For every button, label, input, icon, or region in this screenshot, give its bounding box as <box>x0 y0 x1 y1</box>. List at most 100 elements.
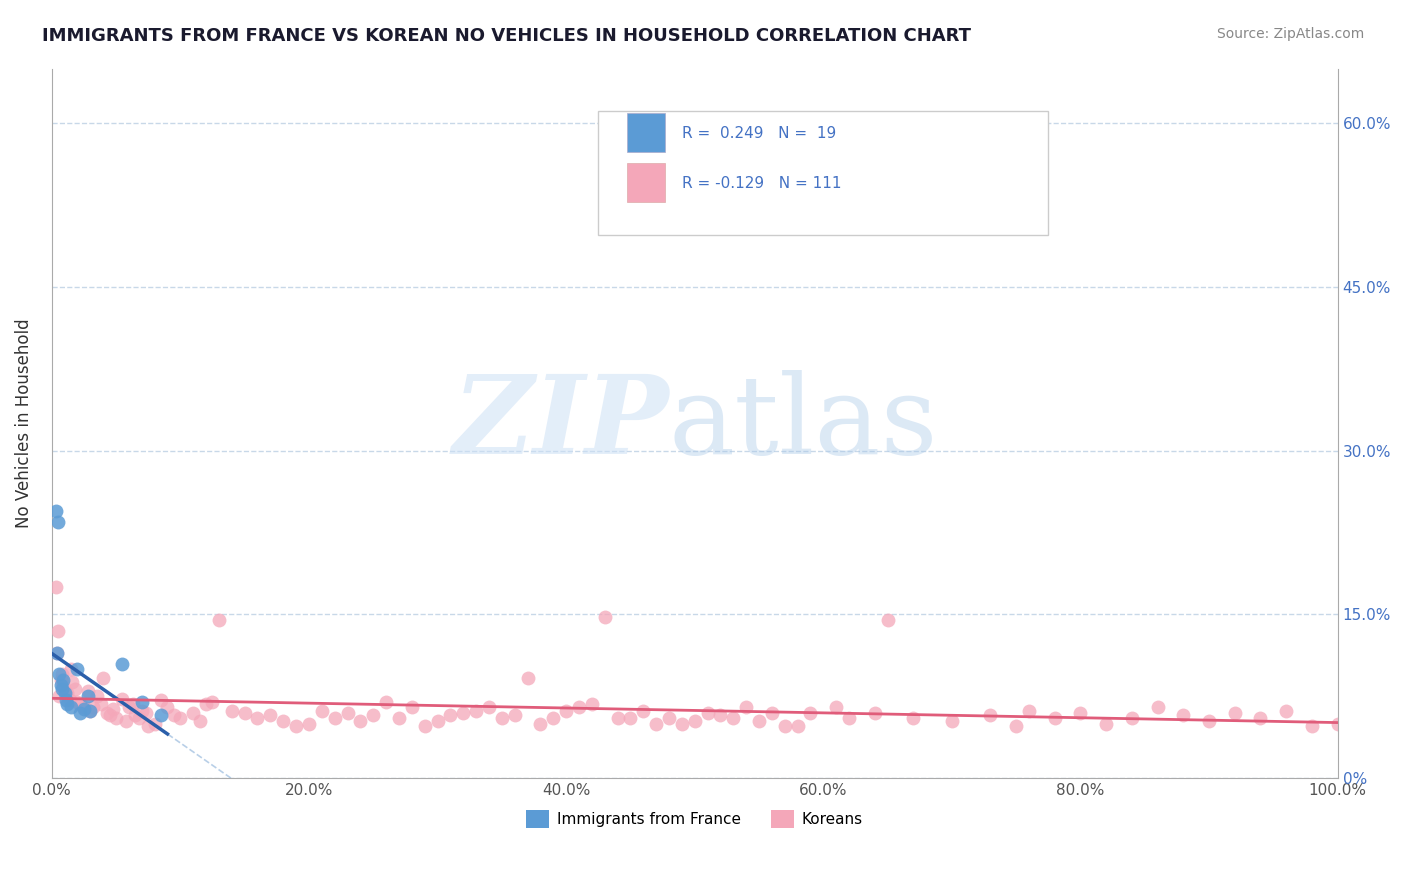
Point <box>201 695 224 709</box>
Text: R =  0.249   N =  19: R = 0.249 N = 19 <box>682 127 837 141</box>
Point <box>48 667 70 681</box>
Point <box>825 700 848 714</box>
Point <box>259 707 281 722</box>
Point <box>1146 700 1168 714</box>
Point <box>581 697 603 711</box>
Point <box>86 690 108 704</box>
Point <box>131 695 153 709</box>
Point <box>121 697 143 711</box>
Point <box>903 711 925 725</box>
Point <box>1018 704 1040 718</box>
Point <box>709 707 731 722</box>
Point <box>311 704 333 718</box>
Point <box>53 684 76 698</box>
Point <box>233 706 256 720</box>
Point <box>115 714 138 729</box>
Point <box>336 706 359 720</box>
Point <box>1326 716 1348 731</box>
Point <box>163 707 186 722</box>
Y-axis label: No Vehicles in Household: No Vehicles in Household <box>15 318 32 528</box>
Point <box>82 700 104 714</box>
Point <box>1275 704 1298 718</box>
Point <box>124 707 146 722</box>
FancyBboxPatch shape <box>598 112 1049 235</box>
Point <box>451 706 474 720</box>
Point <box>181 706 204 720</box>
Point <box>593 609 616 624</box>
Point <box>131 704 153 718</box>
Point <box>516 671 538 685</box>
Point <box>786 719 808 733</box>
Point <box>941 714 963 729</box>
Point <box>375 695 398 709</box>
Point <box>136 719 159 733</box>
Point <box>51 681 73 696</box>
Point <box>63 681 86 696</box>
Point <box>52 678 75 692</box>
Point <box>59 692 82 706</box>
Point <box>96 706 118 720</box>
Point <box>221 704 243 718</box>
Point <box>671 716 693 731</box>
Point <box>568 700 591 714</box>
Point <box>79 704 101 718</box>
Point <box>73 700 96 714</box>
Point <box>150 707 173 722</box>
Point <box>491 711 513 725</box>
Point <box>111 657 134 671</box>
Point <box>761 706 783 720</box>
Point <box>69 706 91 720</box>
Point <box>66 695 89 709</box>
Point <box>49 673 72 687</box>
Point <box>49 678 72 692</box>
Point <box>128 711 150 725</box>
Text: Source: ZipAtlas.com: Source: ZipAtlas.com <box>1216 27 1364 41</box>
Bar <box>627 163 665 202</box>
Point <box>1223 706 1246 720</box>
Point <box>773 719 796 733</box>
Point <box>645 716 668 731</box>
Point <box>105 711 128 725</box>
Point <box>51 667 73 681</box>
Text: ZIP: ZIP <box>453 369 669 477</box>
Point <box>1069 706 1091 720</box>
Point <box>529 716 551 731</box>
Point <box>633 704 655 718</box>
Point <box>748 714 770 729</box>
Point <box>735 700 758 714</box>
Point <box>45 504 67 518</box>
Point <box>876 613 898 627</box>
Point <box>439 707 461 722</box>
Point <box>76 684 98 698</box>
Point <box>60 675 83 690</box>
Point <box>683 714 706 729</box>
Point <box>271 714 294 729</box>
Legend: Immigrants from France, Koreans: Immigrants from France, Koreans <box>520 804 869 834</box>
Point <box>555 704 578 718</box>
Point <box>863 706 886 720</box>
Point <box>48 690 70 704</box>
Point <box>465 704 488 718</box>
Point <box>1198 714 1220 729</box>
Point <box>696 706 718 720</box>
Point <box>799 706 821 720</box>
Point <box>401 700 423 714</box>
Point <box>723 711 745 725</box>
Point <box>1121 711 1143 725</box>
Point <box>619 711 641 725</box>
Point <box>118 700 141 714</box>
Text: atlas: atlas <box>669 370 939 477</box>
Point <box>1005 719 1028 733</box>
Point <box>76 690 98 704</box>
Point <box>56 697 79 711</box>
Point <box>52 673 75 687</box>
Point <box>90 697 112 711</box>
Point <box>426 714 449 729</box>
Point <box>388 711 411 725</box>
Point <box>1173 707 1195 722</box>
Point <box>246 711 269 725</box>
Point <box>156 700 179 714</box>
Point <box>73 702 96 716</box>
Text: IMMIGRANTS FROM FRANCE VS KOREAN NO VEHICLES IN HOUSEHOLD CORRELATION CHART: IMMIGRANTS FROM FRANCE VS KOREAN NO VEHI… <box>42 27 972 45</box>
Point <box>60 700 83 714</box>
